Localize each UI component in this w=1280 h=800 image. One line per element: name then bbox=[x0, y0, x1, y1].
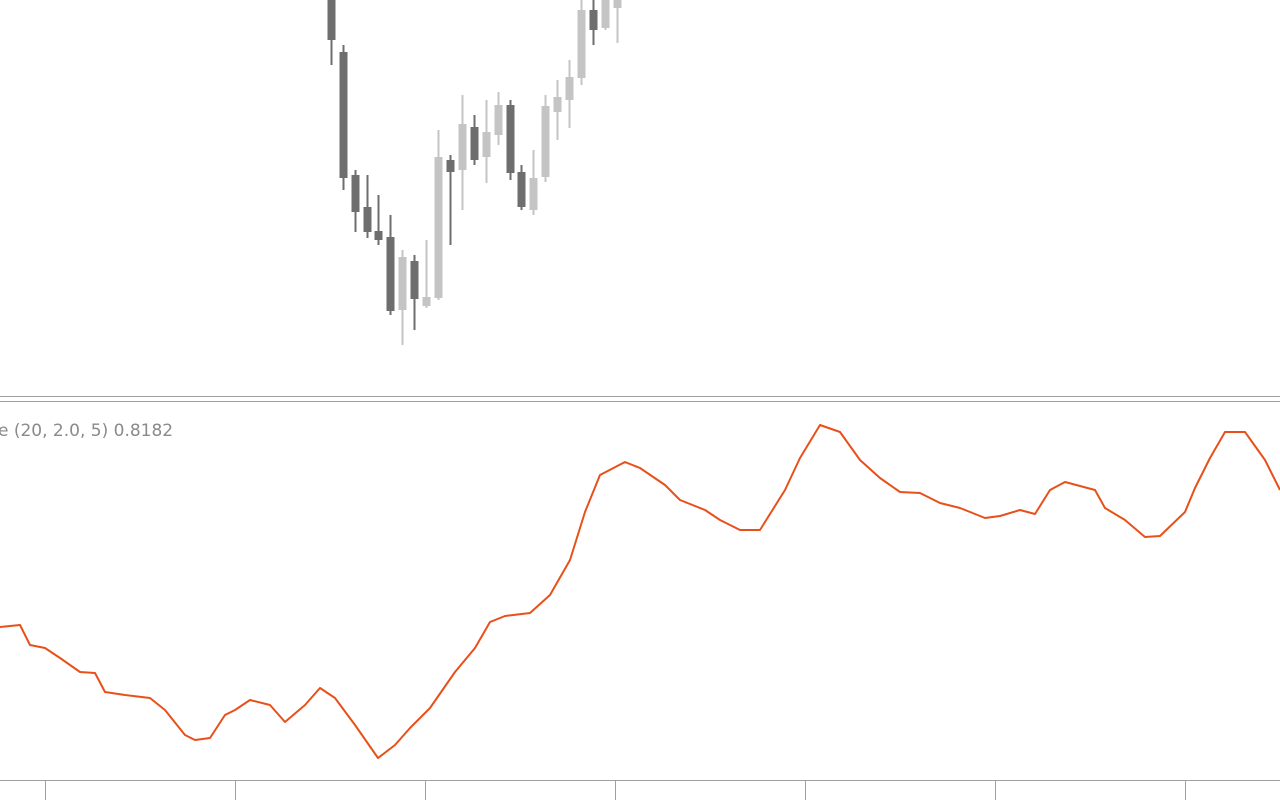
candle-body bbox=[577, 10, 586, 78]
candle-body bbox=[553, 97, 562, 112]
candle-body bbox=[482, 132, 491, 157]
price-pane bbox=[327, 0, 622, 345]
candle-body bbox=[613, 0, 622, 8]
indicator-line bbox=[0, 424, 1280, 759]
candle-body bbox=[363, 207, 372, 232]
candle-body bbox=[398, 257, 407, 310]
candle-body bbox=[589, 10, 598, 30]
candle-body bbox=[446, 160, 455, 172]
candle-body bbox=[327, 0, 336, 40]
candle-body bbox=[339, 52, 348, 178]
candle-body bbox=[434, 157, 443, 298]
candle-body bbox=[565, 77, 574, 100]
candle-body bbox=[601, 0, 610, 28]
candle-body bbox=[517, 172, 526, 207]
candle-body bbox=[374, 231, 383, 240]
candle-body bbox=[494, 105, 503, 135]
indicator-label: e (20, 2.0, 5) 0.8182 bbox=[0, 421, 173, 441]
candle-body bbox=[541, 106, 550, 177]
candle-body bbox=[470, 127, 479, 160]
candle-body bbox=[410, 261, 419, 299]
candle-body bbox=[529, 178, 538, 210]
candle-body bbox=[422, 297, 431, 306]
candle-body bbox=[458, 124, 467, 170]
candle-body bbox=[506, 105, 515, 173]
candle-body bbox=[386, 237, 395, 311]
candle-body bbox=[351, 175, 360, 212]
time-axis-ticks bbox=[45, 780, 1186, 800]
